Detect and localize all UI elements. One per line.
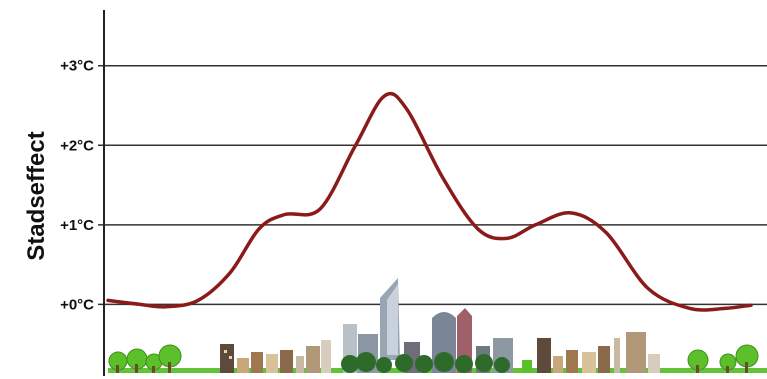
y-tick-label: +1°C	[60, 217, 94, 234]
city-skyline-illustration	[108, 278, 767, 373]
buildings-right	[522, 332, 660, 373]
tree-group-right	[687, 344, 759, 373]
data-points	[107, 94, 753, 309]
y-axis-title: Stadseffect	[23, 131, 50, 260]
buildings-center	[341, 278, 513, 373]
y-tick-label: +3°C	[60, 58, 94, 75]
buildings-left	[220, 340, 331, 373]
gridlines	[98, 64, 767, 306]
temperature-curve	[106, 91, 753, 312]
tree-group-left	[108, 344, 182, 373]
y-tick-label: +0°C	[60, 296, 94, 313]
y-tick-labels: +0°C +1°C +2°C +3°C	[60, 58, 94, 314]
y-tick-label: +2°C	[60, 137, 94, 154]
